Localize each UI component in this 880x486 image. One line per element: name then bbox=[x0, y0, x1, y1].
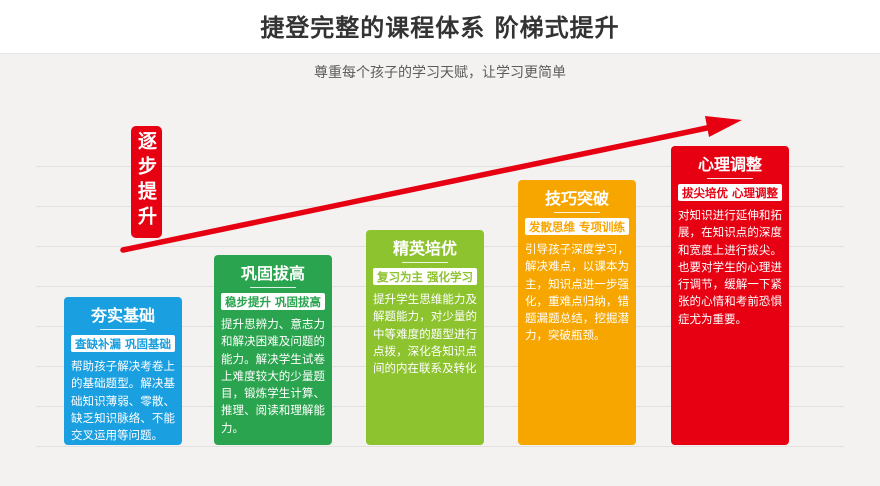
column-title: 夯实基础 bbox=[90, 306, 155, 325]
column-description: 提升学生思维能力及解题能力，对少量的中等难度的题型进行点拨，深化各知识点间的内在… bbox=[373, 292, 477, 375]
title-underline bbox=[707, 178, 753, 179]
trend-label-badge: 逐步提升 bbox=[131, 126, 162, 238]
course-column-psychology: 心理调整 拔尖培优 心理调整 对知识进行延伸和拓展，在知识点的深度和宽度上进行拔… bbox=[671, 146, 789, 445]
column-description: 提升思辨力、意志力和解决困难及问题的能力。解决学生试卷上难度较大的少量题目，锻炼… bbox=[221, 317, 325, 435]
column-title: 技巧突破 bbox=[544, 189, 609, 208]
diagram-canvas: 尊重每个孩子的学习天赋，让学习更简单 逐步提升 夯实基础 查缺补漏 巩固基础 帮… bbox=[0, 54, 880, 486]
course-column-consolidate: 巩固拔高 稳步提升 巩固拔高 提升思辨力、意志力和解决困难及问题的能力。解决学生… bbox=[214, 255, 332, 445]
page-subtitle: 尊重每个孩子的学习天赋，让学习更简单 bbox=[314, 65, 566, 81]
header: 捷登完整的课程体系 阶梯式提升 bbox=[0, 0, 880, 54]
title-underline bbox=[100, 329, 146, 330]
column-badge: 发散思维 专项训练 bbox=[524, 218, 629, 235]
column-badge: 稳步提升 巩固拔高 bbox=[220, 293, 325, 310]
column-description: 对知识进行延伸和拓展，在知识点的深度和宽度上进行拔尖。也要对学生的心理进行调节，… bbox=[678, 208, 782, 326]
course-column-foundation: 夯实基础 查缺补漏 巩固基础 帮助孩子解决考卷上的基础题型。解决基础知识薄弱、零… bbox=[64, 297, 182, 445]
title-underline bbox=[250, 287, 296, 288]
column-description: 引导孩子深度学习，解决难点，以课本为主，知识点进一步强化，重难点归纳，错题漏题总… bbox=[525, 242, 629, 343]
title-underline bbox=[402, 262, 448, 263]
column-badge: 查缺补漏 巩固基础 bbox=[70, 335, 175, 352]
page-title: 捷登完整的课程体系 阶梯式提升 bbox=[260, 14, 620, 42]
column-title: 精英培优 bbox=[392, 239, 457, 258]
course-column-elite: 精英培优 复习为主 强化学习 提升学生思维能力及解题能力，对少量的中等难度的题型… bbox=[366, 230, 484, 445]
column-badge: 复习为主 强化学习 bbox=[372, 268, 477, 285]
title-underline bbox=[554, 212, 600, 213]
column-description: 帮助孩子解决考卷上的基础题型。解决基础知识薄弱、零散、缺乏知识脉络、不能交叉运用… bbox=[71, 359, 175, 442]
course-column-skills: 技巧突破 发散思维 专项训练 引导孩子深度学习，解决难点，以课本为主，知识点进一… bbox=[518, 180, 636, 445]
column-badge: 拔尖培优 心理调整 bbox=[677, 184, 782, 201]
column-title: 心理调整 bbox=[697, 155, 762, 174]
column-title: 巩固拔高 bbox=[240, 264, 305, 283]
